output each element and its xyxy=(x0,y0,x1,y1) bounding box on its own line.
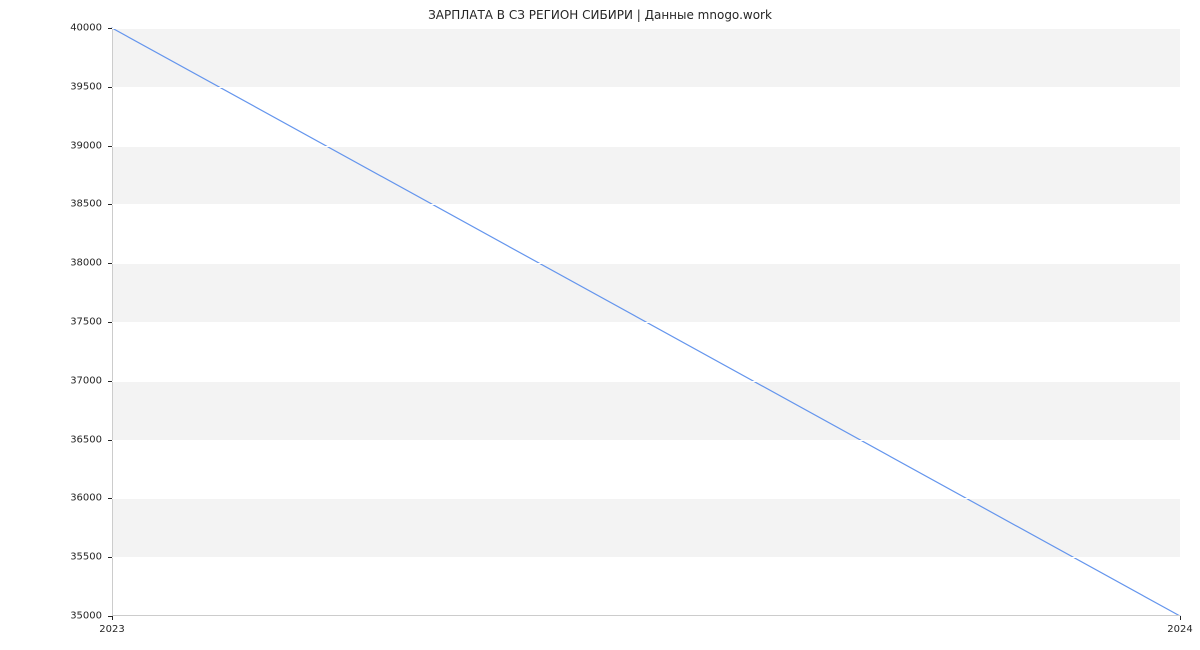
y-gridline xyxy=(112,616,1180,617)
y-gridline xyxy=(112,322,1180,323)
chart-figure: ЗАРПЛАТА В СЗ РЕГИОН СИБИРИ | Данные mno… xyxy=(0,0,1200,650)
y-tick-label: 38500 xyxy=(70,199,112,210)
y-tick-label: 39000 xyxy=(70,140,112,151)
plot-area: 3500035500360003650037000375003800038500… xyxy=(112,28,1180,616)
y-gridline xyxy=(112,263,1180,264)
y-gridline xyxy=(112,146,1180,147)
y-gridline xyxy=(112,87,1180,88)
y-tick-label: 37500 xyxy=(70,317,112,328)
y-gridline xyxy=(112,28,1180,29)
y-tick-label: 39500 xyxy=(70,81,112,92)
y-gridline xyxy=(112,557,1180,558)
y-tick-label: 35500 xyxy=(70,552,112,563)
x-tick-label: 2023 xyxy=(99,616,124,635)
y-tick-label: 36500 xyxy=(70,434,112,445)
y-gridline xyxy=(112,498,1180,499)
x-tick-label: 2024 xyxy=(1167,616,1192,635)
y-gridline xyxy=(112,204,1180,205)
chart-title: ЗАРПЛАТА В СЗ РЕГИОН СИБИРИ | Данные mno… xyxy=(0,8,1200,22)
y-tick-label: 40000 xyxy=(70,23,112,34)
y-tick-label: 38000 xyxy=(70,258,112,269)
y-gridline xyxy=(112,381,1180,382)
y-tick-label: 36000 xyxy=(70,493,112,504)
y-gridline xyxy=(112,440,1180,441)
y-tick-label: 37000 xyxy=(70,375,112,386)
